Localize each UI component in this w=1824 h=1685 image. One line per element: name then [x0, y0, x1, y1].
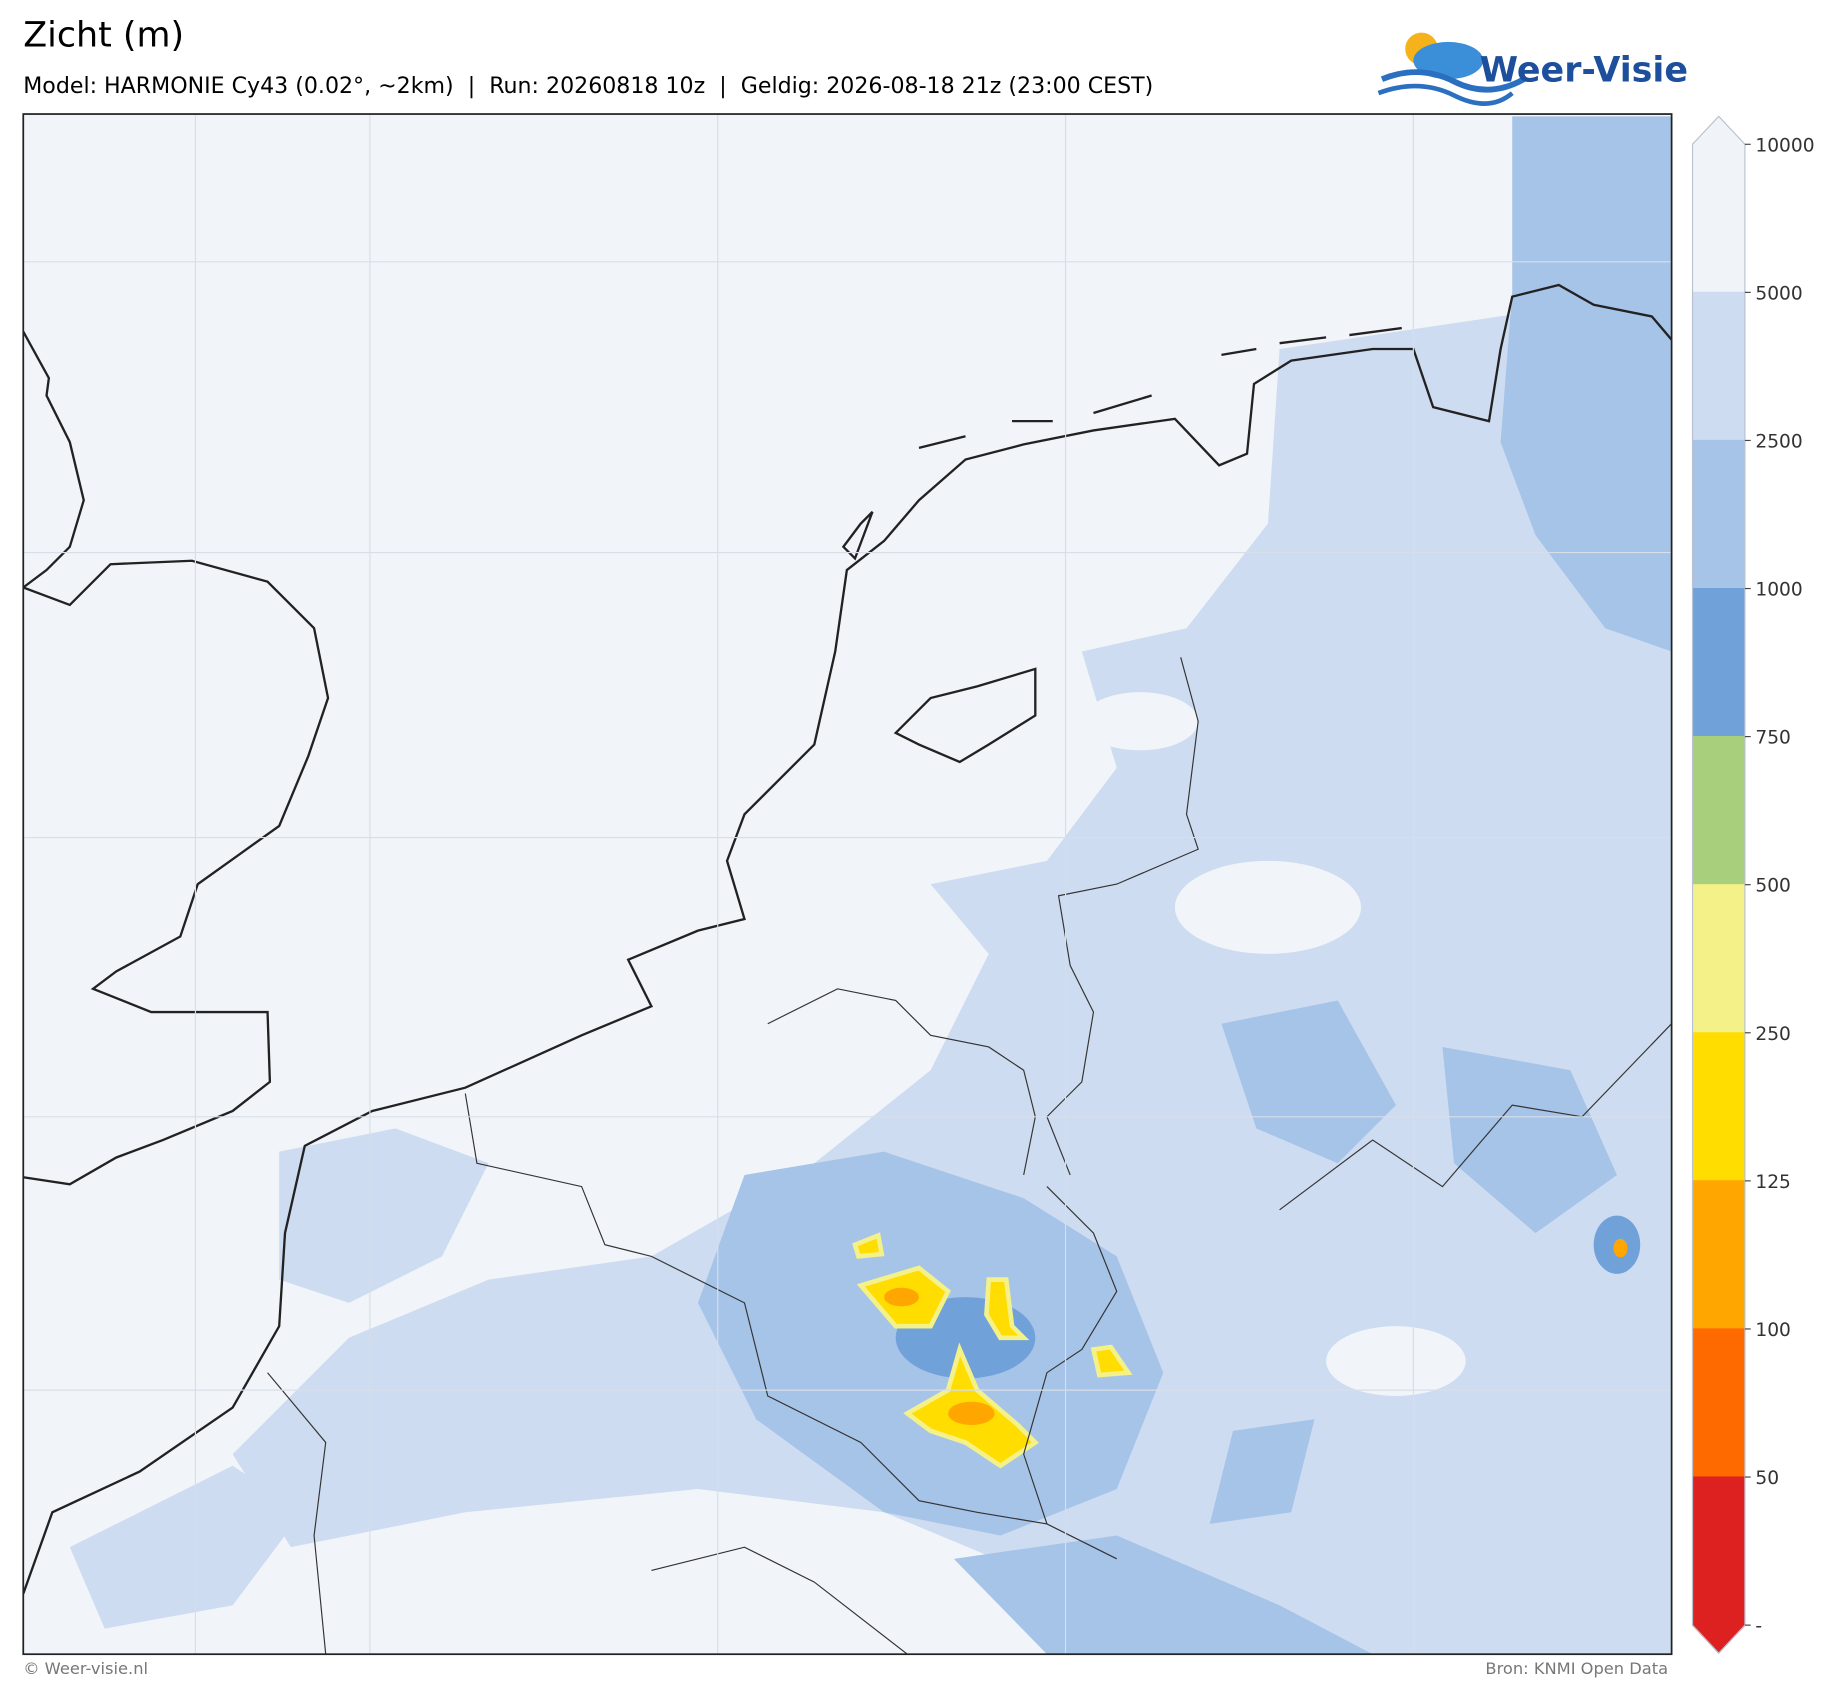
colorbar-bin — [1691, 736, 1746, 886]
colorbar: 10000 5000 2500 1000 750 500 250 125 100 50 - — [1691, 115, 1815, 1654]
colorbar-label: 250 — [1755, 1024, 1791, 1045]
colorbar-bin — [1691, 884, 1746, 1034]
colorbar-bin — [1691, 1328, 1746, 1478]
logo: Weer-Visie — [1377, 32, 1688, 106]
colorbar-label: 5000 — [1755, 283, 1802, 304]
colorbar-bin — [1691, 1032, 1746, 1182]
colorbar-label: 100 — [1755, 1320, 1791, 1341]
colorbar-label: 125 — [1755, 1172, 1791, 1193]
colorbar-bin — [1691, 1180, 1746, 1330]
title: Zicht (m) — [23, 16, 184, 56]
colorbar-label: 750 — [1755, 728, 1791, 749]
map — [23, 114, 1672, 1655]
colorbar-label: 500 — [1755, 876, 1791, 897]
colorbar-bin — [1691, 115, 1746, 293]
colorbar-label: 2500 — [1755, 431, 1802, 452]
footer-right: Bron: KNMI Open Data — [1485, 1659, 1668, 1678]
colorbar-bin — [1691, 439, 1746, 590]
colorbar-label: 1000 — [1755, 580, 1802, 601]
colorbar-label: 50 — [1755, 1468, 1779, 1489]
map-frame — [22, 113, 1673, 1656]
subtitle: Model: HARMONIE Cy43 (0.02°, ~2km) | Run… — [23, 73, 1153, 99]
colorbar-bin — [1691, 291, 1746, 442]
colorbar-label: - — [1755, 1616, 1762, 1637]
colorbar-label: 10000 — [1755, 135, 1814, 156]
logo-text: Weer-Visie — [1480, 50, 1688, 90]
colorbar-bin — [1691, 1476, 1746, 1654]
footer-left: © Weer-visie.nl — [23, 1659, 148, 1678]
colorbar-bin — [1691, 587, 1746, 738]
